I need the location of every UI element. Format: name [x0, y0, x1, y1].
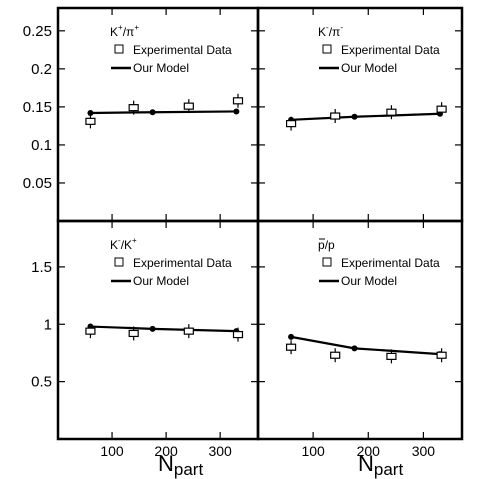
y-tick-label: 1.5 [31, 259, 52, 276]
data-point [386, 108, 397, 116]
x-axis-label: Npart [158, 451, 203, 479]
legend-label-model: Our Model [133, 274, 189, 288]
y-tick-label: 0.1 [31, 137, 52, 154]
legend-label-model: Our Model [341, 61, 397, 75]
data-point [436, 105, 447, 113]
model-point [149, 109, 156, 116]
y-tick-label: 0.5 [31, 374, 52, 391]
panel-4: 100 200 300 Npart p/p Experimental Data Our Mo… [256, 219, 464, 479]
model-point [87, 109, 94, 116]
x-tick-label: 200 [154, 443, 178, 459]
data-point [330, 112, 341, 120]
model-line [90, 325, 237, 333]
y-tick-label: 0.2 [31, 61, 52, 78]
legend-marker-square [322, 257, 332, 267]
panel-title: K-/K+ [110, 236, 137, 252]
data-point [128, 104, 139, 112]
panel-1: 0.05 0.1 0.15 0.2 0.25 K+/π+ Experimental Data… [23, 6, 260, 223]
panel-3: 0.5 1 1.5 100 200 300 Npart K-/K+ Experimental D… [31, 219, 260, 479]
legend-label-model: Our Model [341, 274, 397, 288]
model-point [149, 325, 156, 332]
data-point [330, 351, 341, 359]
data-point [232, 97, 244, 105]
panel-title: p/p [318, 238, 335, 252]
y-tick-label: 0.05 [23, 175, 52, 192]
data-point [285, 120, 297, 128]
model-point [351, 345, 358, 352]
y-tick-label: 0.25 [23, 23, 52, 40]
legend-marker-square [322, 44, 332, 54]
model-line [290, 335, 441, 356]
legend-label-experimental: Experimental Data [133, 256, 232, 270]
legend-label-model: Our Model [133, 61, 189, 75]
data-point [85, 327, 96, 335]
x-tick-label: 200 [357, 443, 381, 459]
x-axis-label: Npart [358, 451, 403, 479]
panel-title: K+/π+ [110, 23, 139, 39]
legend-label-experimental: Experimental Data [341, 256, 440, 270]
data-point [85, 117, 96, 125]
data-point [285, 343, 297, 351]
x-tick-label: 100 [301, 443, 325, 459]
model-point [288, 333, 295, 340]
legend-marker-square [114, 44, 124, 54]
data-point [436, 351, 447, 359]
x-tick-label: 300 [208, 443, 232, 459]
data-point [386, 352, 397, 360]
model-point [233, 108, 240, 115]
y-tick-label: 1 [44, 316, 52, 333]
data-point [183, 102, 194, 110]
model-line [291, 112, 440, 121]
data-point [183, 327, 194, 335]
panel-frame [256, 219, 464, 441]
y-tick-label: 0.15 [23, 99, 52, 116]
model-point [351, 113, 358, 120]
data-point [128, 329, 139, 338]
x-tick-label: 300 [412, 443, 436, 459]
legend-label-experimental: Experimental Data [341, 43, 440, 57]
legend-label-experimental: Experimental Data [133, 43, 232, 57]
model-line [90, 110, 237, 115]
panel-title: K-/π- [318, 23, 343, 39]
legend-marker-square [114, 257, 124, 267]
panel-2: K-/π- Experimental Data Our Model [256, 6, 464, 223]
x-tick-label: 100 [100, 443, 124, 459]
data-point [232, 330, 244, 339]
